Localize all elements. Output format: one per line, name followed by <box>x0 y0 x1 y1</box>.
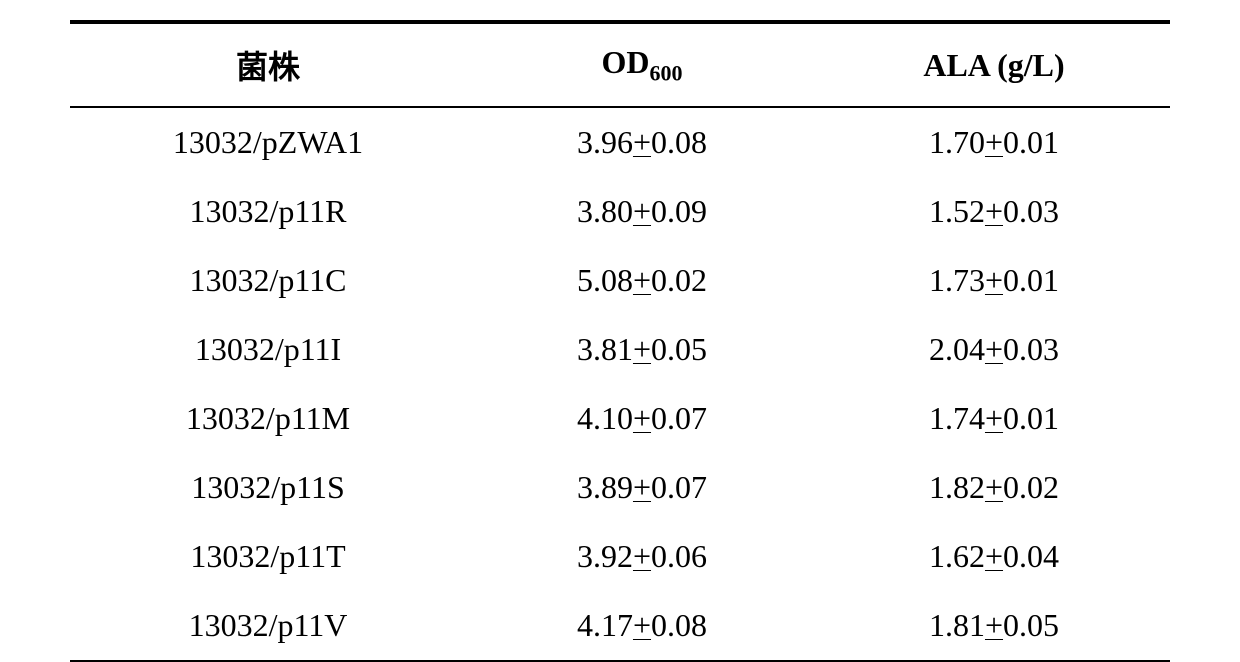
cell-od600: 3.96+0.08 <box>466 107 818 177</box>
ala-error: 0.04 <box>1003 538 1059 574</box>
table-row: 13032/p11S3.89+0.071.82+0.02 <box>70 453 1170 522</box>
ala-value: 1.73 <box>929 262 985 298</box>
table-row: 13032/p11I3.81+0.052.04+0.03 <box>70 315 1170 384</box>
cell-od600: 3.81+0.05 <box>466 315 818 384</box>
ala-error: 0.01 <box>1003 400 1059 436</box>
od-value: 3.89 <box>577 469 633 505</box>
cell-od600: 4.10+0.07 <box>466 384 818 453</box>
header-row: 菌株 OD600 ALA (g/L) <box>70 22 1170 107</box>
plus-minus-icon: + <box>633 469 651 505</box>
cell-od600: 4.17+0.08 <box>466 591 818 661</box>
table-row: 13032/p11V4.17+0.081.81+0.05 <box>70 591 1170 661</box>
plus-minus-icon: + <box>985 607 1003 643</box>
cell-strain: 13032/pZWA1 <box>70 107 466 177</box>
cell-strain: 13032/p11C <box>70 246 466 315</box>
table-row: 13032/p11M4.10+0.071.74+0.01 <box>70 384 1170 453</box>
ala-error: 0.05 <box>1003 607 1059 643</box>
od-error: 0.07 <box>651 400 707 436</box>
cell-ala: 1.73+0.01 <box>818 246 1170 315</box>
plus-minus-icon: + <box>985 331 1003 367</box>
plus-minus-icon: + <box>633 331 651 367</box>
od-error: 0.08 <box>651 124 707 160</box>
cell-ala: 1.52+0.03 <box>818 177 1170 246</box>
ala-error: 0.02 <box>1003 469 1059 505</box>
od-value: 3.81 <box>577 331 633 367</box>
cell-od600: 5.08+0.02 <box>466 246 818 315</box>
cell-strain: 13032/p11M <box>70 384 466 453</box>
cell-od600: 3.80+0.09 <box>466 177 818 246</box>
ala-error: 0.01 <box>1003 124 1059 160</box>
od-error: 0.05 <box>651 331 707 367</box>
ala-error: 0.03 <box>1003 331 1059 367</box>
cell-strain: 13032/p11I <box>70 315 466 384</box>
table-row: 13032/p11R3.80+0.091.52+0.03 <box>70 177 1170 246</box>
table-row: 13032/pZWA13.96+0.081.70+0.01 <box>70 107 1170 177</box>
ala-error: 0.03 <box>1003 193 1059 229</box>
od-value: 3.92 <box>577 538 633 574</box>
plus-minus-icon: + <box>985 469 1003 505</box>
table-header: 菌株 OD600 ALA (g/L) <box>70 22 1170 107</box>
ala-value: 2.04 <box>929 331 985 367</box>
plus-minus-icon: + <box>633 538 651 574</box>
table-row: 13032/p11T3.92+0.061.62+0.04 <box>70 522 1170 591</box>
cell-ala: 1.82+0.02 <box>818 453 1170 522</box>
table-body: 13032/pZWA13.96+0.081.70+0.0113032/p11R3… <box>70 107 1170 661</box>
od-value: 3.96 <box>577 124 633 160</box>
cell-ala: 2.04+0.03 <box>818 315 1170 384</box>
table-row: 13032/p11C5.08+0.021.73+0.01 <box>70 246 1170 315</box>
od-value: 5.08 <box>577 262 633 298</box>
col-header-strain: 菌株 <box>70 22 466 107</box>
data-table-container: 菌株 OD600 ALA (g/L) 13032/pZWA13.96+0.081… <box>70 20 1170 662</box>
ala-value: 1.62 <box>929 538 985 574</box>
plus-minus-icon: + <box>985 124 1003 160</box>
col-header-ala: ALA (g/L) <box>818 22 1170 107</box>
plus-minus-icon: + <box>633 124 651 160</box>
ala-value: 1.70 <box>929 124 985 160</box>
od-error: 0.08 <box>651 607 707 643</box>
plus-minus-icon: + <box>633 400 651 436</box>
plus-minus-icon: + <box>985 538 1003 574</box>
od-value: 4.17 <box>577 607 633 643</box>
cell-od600: 3.89+0.07 <box>466 453 818 522</box>
od-error: 0.02 <box>651 262 707 298</box>
od-value: 3.80 <box>577 193 633 229</box>
od-value: 4.10 <box>577 400 633 436</box>
col-header-od600: OD600 <box>466 22 818 107</box>
strain-data-table: 菌株 OD600 ALA (g/L) 13032/pZWA13.96+0.081… <box>70 20 1170 662</box>
cell-ala: 1.74+0.01 <box>818 384 1170 453</box>
ala-value: 1.82 <box>929 469 985 505</box>
od-label: OD <box>602 44 650 80</box>
plus-minus-icon: + <box>985 262 1003 298</box>
cell-strain: 13032/p11V <box>70 591 466 661</box>
plus-minus-icon: + <box>985 193 1003 229</box>
ala-error: 0.01 <box>1003 262 1059 298</box>
plus-minus-icon: + <box>633 262 651 298</box>
cell-ala: 1.62+0.04 <box>818 522 1170 591</box>
plus-minus-icon: + <box>985 400 1003 436</box>
od-subscript: 600 <box>650 60 683 85</box>
cell-od600: 3.92+0.06 <box>466 522 818 591</box>
cell-strain: 13032/p11S <box>70 453 466 522</box>
cell-strain: 13032/p11R <box>70 177 466 246</box>
cell-ala: 1.81+0.05 <box>818 591 1170 661</box>
ala-value: 1.81 <box>929 607 985 643</box>
od-error: 0.06 <box>651 538 707 574</box>
cell-strain: 13032/p11T <box>70 522 466 591</box>
cell-ala: 1.70+0.01 <box>818 107 1170 177</box>
plus-minus-icon: + <box>633 607 651 643</box>
ala-value: 1.52 <box>929 193 985 229</box>
ala-value: 1.74 <box>929 400 985 436</box>
plus-minus-icon: + <box>633 193 651 229</box>
od-error: 0.07 <box>651 469 707 505</box>
od-error: 0.09 <box>651 193 707 229</box>
